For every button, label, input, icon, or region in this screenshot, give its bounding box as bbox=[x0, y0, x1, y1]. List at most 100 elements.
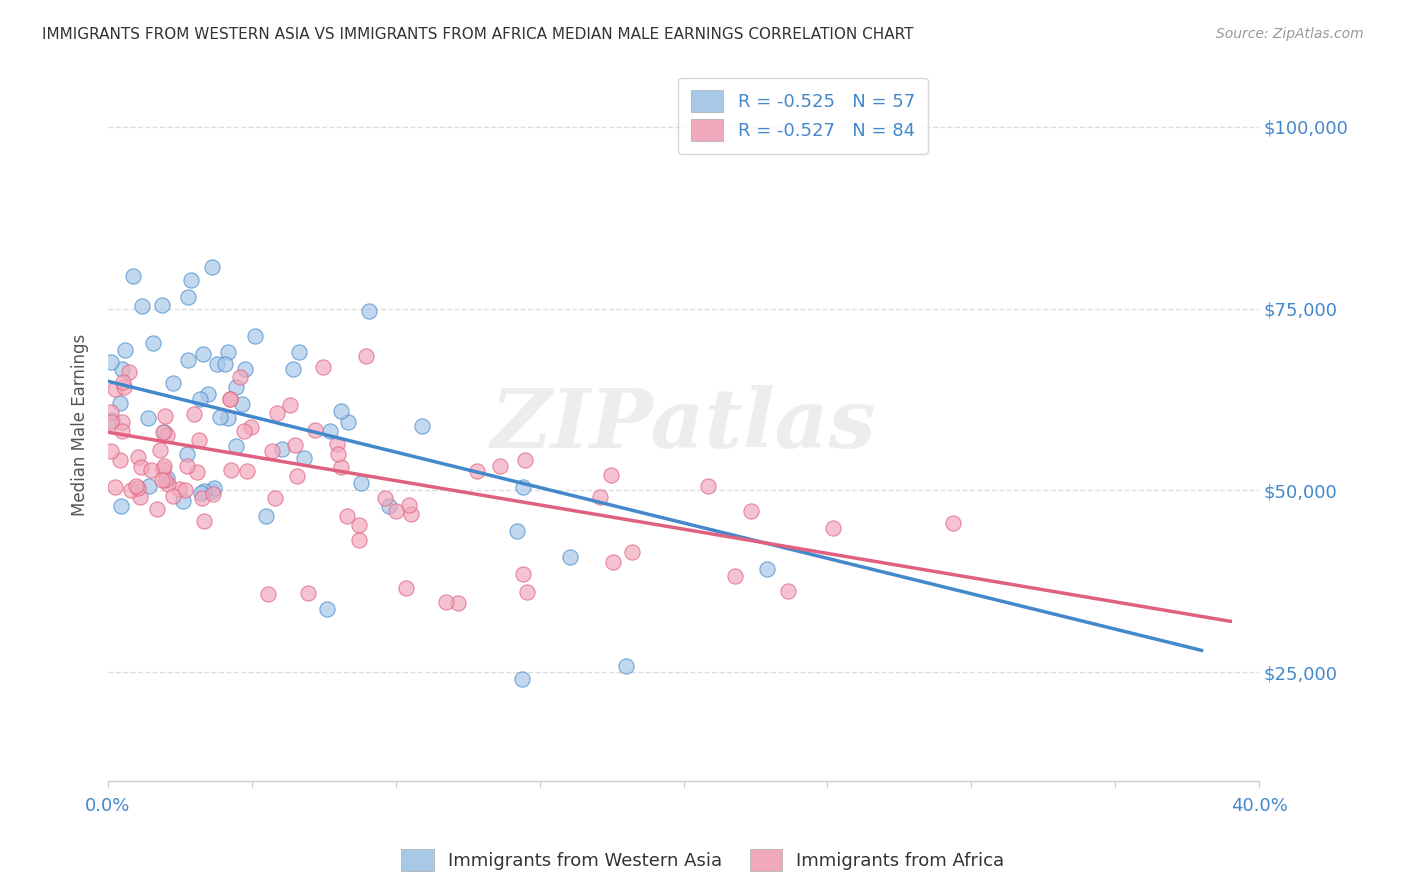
Point bbox=[285, 469, 308, 483]
Point bbox=[755, 561, 778, 575]
Point bbox=[740, 504, 762, 518]
Point bbox=[112, 375, 135, 389]
Point bbox=[101, 412, 124, 426]
Point bbox=[489, 459, 512, 474]
Point bbox=[225, 440, 247, 454]
Point bbox=[257, 587, 280, 601]
Point bbox=[398, 498, 420, 512]
Point bbox=[193, 483, 215, 498]
Point bbox=[233, 362, 256, 376]
Point bbox=[114, 343, 136, 358]
Point bbox=[177, 352, 200, 367]
Point bbox=[354, 349, 377, 363]
Point bbox=[347, 517, 370, 532]
Point bbox=[600, 467, 623, 482]
Point bbox=[100, 415, 122, 429]
Point bbox=[129, 459, 152, 474]
Point bbox=[385, 504, 408, 518]
Y-axis label: Median Male Earnings: Median Male Earnings bbox=[72, 334, 89, 516]
Point bbox=[214, 357, 236, 371]
Point bbox=[125, 479, 148, 493]
Text: IMMIGRANTS FROM WESTERN ASIA VS IMMIGRANTS FROM AFRICA MEDIAN MALE EARNINGS CORR: IMMIGRANTS FROM WESTERN ASIA VS IMMIGRAN… bbox=[42, 27, 914, 42]
Point bbox=[190, 485, 212, 500]
Point bbox=[205, 357, 228, 371]
Point bbox=[110, 499, 132, 513]
Point bbox=[201, 260, 224, 275]
Point bbox=[127, 482, 149, 496]
Point bbox=[278, 398, 301, 412]
Point bbox=[176, 447, 198, 461]
Point bbox=[169, 483, 191, 497]
Point bbox=[103, 382, 125, 396]
Point bbox=[336, 508, 359, 523]
Point bbox=[221, 463, 243, 477]
Point bbox=[108, 396, 131, 410]
Point bbox=[218, 392, 240, 406]
Point bbox=[201, 483, 224, 498]
Point bbox=[512, 480, 534, 494]
Point bbox=[197, 386, 219, 401]
Point bbox=[150, 473, 173, 487]
Point bbox=[266, 406, 288, 420]
Text: Source: ZipAtlas.com: Source: ZipAtlas.com bbox=[1216, 27, 1364, 41]
Point bbox=[399, 507, 422, 521]
Point bbox=[560, 550, 582, 565]
Point bbox=[347, 533, 370, 547]
Point bbox=[225, 380, 247, 394]
Point bbox=[256, 509, 278, 524]
Point bbox=[193, 514, 215, 528]
Point bbox=[512, 567, 534, 582]
Point bbox=[146, 502, 169, 516]
Point bbox=[177, 290, 200, 304]
Point bbox=[304, 423, 326, 437]
Point bbox=[621, 545, 644, 559]
Point bbox=[110, 416, 132, 430]
Legend: Immigrants from Western Asia, Immigrants from Africa: Immigrants from Western Asia, Immigrants… bbox=[394, 842, 1012, 879]
Point bbox=[589, 490, 612, 504]
Point bbox=[228, 370, 250, 384]
Point bbox=[138, 479, 160, 493]
Point bbox=[434, 595, 457, 609]
Point bbox=[100, 355, 122, 369]
Point bbox=[156, 471, 179, 485]
Point bbox=[232, 425, 254, 439]
Point bbox=[378, 499, 401, 513]
Point bbox=[602, 555, 624, 569]
Point bbox=[111, 425, 134, 439]
Point bbox=[142, 336, 165, 351]
Point bbox=[188, 433, 211, 447]
Point bbox=[292, 451, 315, 466]
Point bbox=[120, 483, 142, 498]
Legend: R = -0.525   N = 57, R = -0.527   N = 84: R = -0.525 N = 57, R = -0.527 N = 84 bbox=[678, 78, 928, 154]
Point bbox=[243, 329, 266, 343]
Point bbox=[326, 436, 349, 450]
Point bbox=[217, 345, 239, 359]
Point bbox=[319, 424, 342, 438]
Point bbox=[127, 450, 149, 464]
Point bbox=[217, 411, 239, 425]
Point bbox=[218, 392, 240, 406]
Point bbox=[176, 458, 198, 473]
Point bbox=[395, 581, 418, 595]
Point bbox=[191, 347, 214, 361]
Point bbox=[776, 583, 799, 598]
Point bbox=[240, 420, 263, 434]
Point bbox=[156, 477, 179, 491]
Point bbox=[373, 491, 395, 506]
Point bbox=[174, 483, 197, 497]
Point bbox=[152, 425, 174, 440]
Point bbox=[202, 481, 225, 495]
Point bbox=[284, 438, 307, 452]
Point bbox=[411, 418, 433, 433]
Point bbox=[112, 379, 135, 393]
Point bbox=[465, 464, 488, 478]
Point bbox=[162, 489, 184, 503]
Point bbox=[156, 427, 179, 442]
Point bbox=[942, 516, 965, 530]
Point bbox=[330, 404, 353, 418]
Point bbox=[153, 409, 176, 423]
Point bbox=[281, 362, 304, 376]
Point bbox=[180, 273, 202, 287]
Point bbox=[153, 473, 176, 487]
Point bbox=[131, 299, 153, 313]
